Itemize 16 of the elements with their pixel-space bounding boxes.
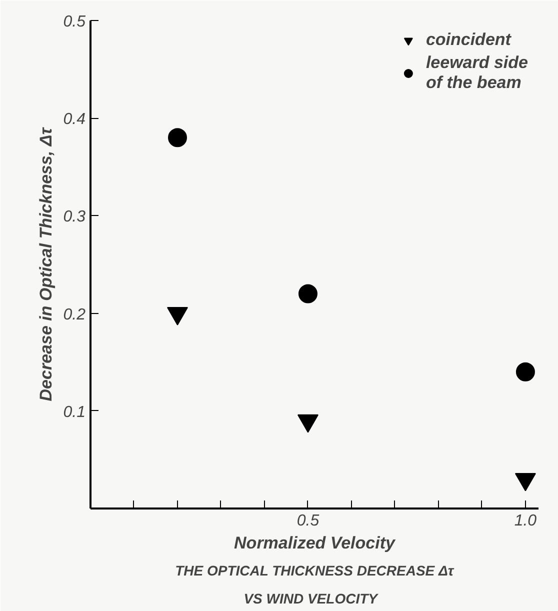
point: [297, 414, 318, 433]
legend-label: coincident: [426, 30, 511, 50]
point: [166, 307, 188, 326]
x-tick-label: 1.0: [514, 512, 537, 530]
y-tick-label: 0.5: [63, 14, 86, 30]
point: [168, 128, 187, 148]
point: [298, 284, 318, 304]
legend-label: leeward side of the beam: [426, 53, 528, 93]
y-axis-title: Decrease in Optical Thickness, Δτ: [36, 126, 56, 402]
y-tick-label: 0.3: [63, 208, 86, 226]
point: [514, 472, 536, 492]
y-tick-label: 0.2: [63, 306, 86, 324]
text: THE OPTICAL THICKNESS DECREASE Δτ VS WIND VELOCITY: [175, 562, 455, 606]
y-tick-label: 0.4: [63, 111, 86, 128]
x-axis-title: Normalized Velocity: [234, 534, 397, 552]
y-tick-label: 0.1: [63, 404, 86, 421]
